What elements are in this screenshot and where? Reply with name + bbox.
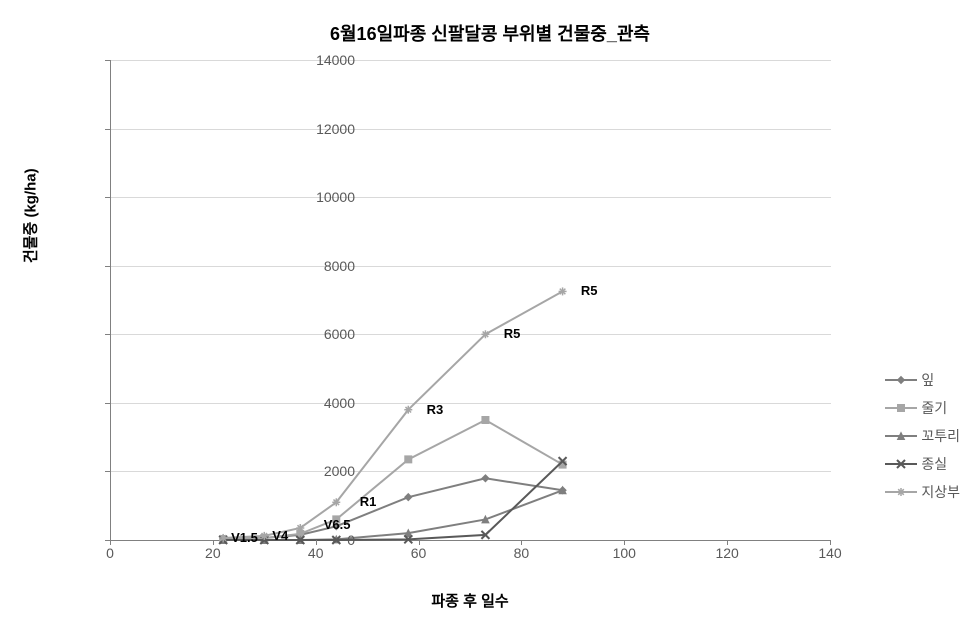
series-marker bbox=[405, 456, 412, 463]
legend-label: 지상부 bbox=[921, 482, 960, 502]
series-marker bbox=[332, 498, 340, 506]
annotation-label: R5 bbox=[581, 283, 598, 298]
annotation-label: V6.5 bbox=[324, 517, 351, 532]
legend-label: 꼬투리 bbox=[921, 426, 960, 446]
x-tick-label: 100 bbox=[613, 545, 636, 561]
legend-item: 줄기 bbox=[885, 398, 960, 418]
x-tick-label: 80 bbox=[514, 545, 530, 561]
annotation-label: R1 bbox=[360, 494, 377, 509]
x-tick-mark bbox=[521, 540, 522, 545]
chart-container: 6월16일파종 신팔달콩 부위별 건물중_관측 건물중 (kg/ha) 파종 후… bbox=[0, 0, 980, 641]
series-marker bbox=[404, 406, 412, 414]
x-tick-mark bbox=[419, 540, 420, 545]
annotation-label: R3 bbox=[427, 402, 444, 417]
y-axis-label: 건물중 (kg/ha) bbox=[20, 168, 41, 263]
legend-label: 종실 bbox=[921, 454, 947, 474]
legend-marker-icon bbox=[885, 398, 917, 418]
x-tick-label: 40 bbox=[308, 545, 324, 561]
y-tick-label: 6000 bbox=[105, 326, 355, 342]
series-marker bbox=[481, 330, 489, 338]
annotation-label: R5 bbox=[504, 326, 521, 341]
x-tick-label: 140 bbox=[818, 545, 841, 561]
legend-label: 잎 bbox=[921, 370, 934, 390]
legend-item: 잎 bbox=[885, 370, 960, 390]
x-tick-mark bbox=[830, 540, 831, 545]
y-tick-label: 14000 bbox=[105, 52, 355, 68]
x-tick-label: 0 bbox=[106, 545, 114, 561]
legend-item: 종실 bbox=[885, 454, 960, 474]
y-tick-label: 10000 bbox=[105, 189, 355, 205]
y-tick-mark bbox=[105, 471, 110, 472]
series-marker bbox=[482, 417, 489, 424]
y-tick-mark bbox=[105, 266, 110, 267]
legend-label: 줄기 bbox=[921, 398, 947, 418]
x-tick-mark bbox=[624, 540, 625, 545]
y-tick-label: 4000 bbox=[105, 395, 355, 411]
y-tick-mark bbox=[105, 197, 110, 198]
y-tick-label: 2000 bbox=[105, 463, 355, 479]
x-tick-mark bbox=[110, 540, 111, 545]
y-tick-mark bbox=[105, 129, 110, 130]
y-tick-mark bbox=[105, 334, 110, 335]
legend-item: 지상부 bbox=[885, 482, 960, 502]
y-tick-mark bbox=[105, 60, 110, 61]
y-tick-label: 12000 bbox=[105, 121, 355, 137]
chart-title: 6월16일파종 신팔달콩 부위별 건물중_관측 bbox=[0, 20, 980, 46]
legend-item: 꼬투리 bbox=[885, 426, 960, 446]
legend-marker-icon bbox=[885, 482, 917, 502]
y-tick-mark bbox=[105, 403, 110, 404]
x-tick-label: 20 bbox=[205, 545, 221, 561]
legend: 잎줄기꼬투리종실지상부 bbox=[885, 370, 960, 510]
x-tick-mark bbox=[727, 540, 728, 545]
x-tick-mark bbox=[213, 540, 214, 545]
annotation-label: V1.5 bbox=[231, 530, 258, 545]
series-marker bbox=[405, 494, 412, 501]
series-line bbox=[223, 420, 562, 539]
x-tick-label: 120 bbox=[715, 545, 738, 561]
legend-marker-icon bbox=[885, 426, 917, 446]
legend-marker-icon bbox=[885, 370, 917, 390]
legend-marker-icon bbox=[885, 454, 917, 474]
series-marker bbox=[559, 287, 567, 295]
x-tick-mark bbox=[316, 540, 317, 545]
x-tick-label: 60 bbox=[411, 545, 427, 561]
series-marker bbox=[296, 524, 304, 532]
series-marker bbox=[482, 475, 489, 482]
annotation-label: V4 bbox=[272, 528, 288, 543]
y-tick-label: 8000 bbox=[105, 258, 355, 274]
x-axis-label: 파종 후 일수 bbox=[110, 590, 830, 611]
